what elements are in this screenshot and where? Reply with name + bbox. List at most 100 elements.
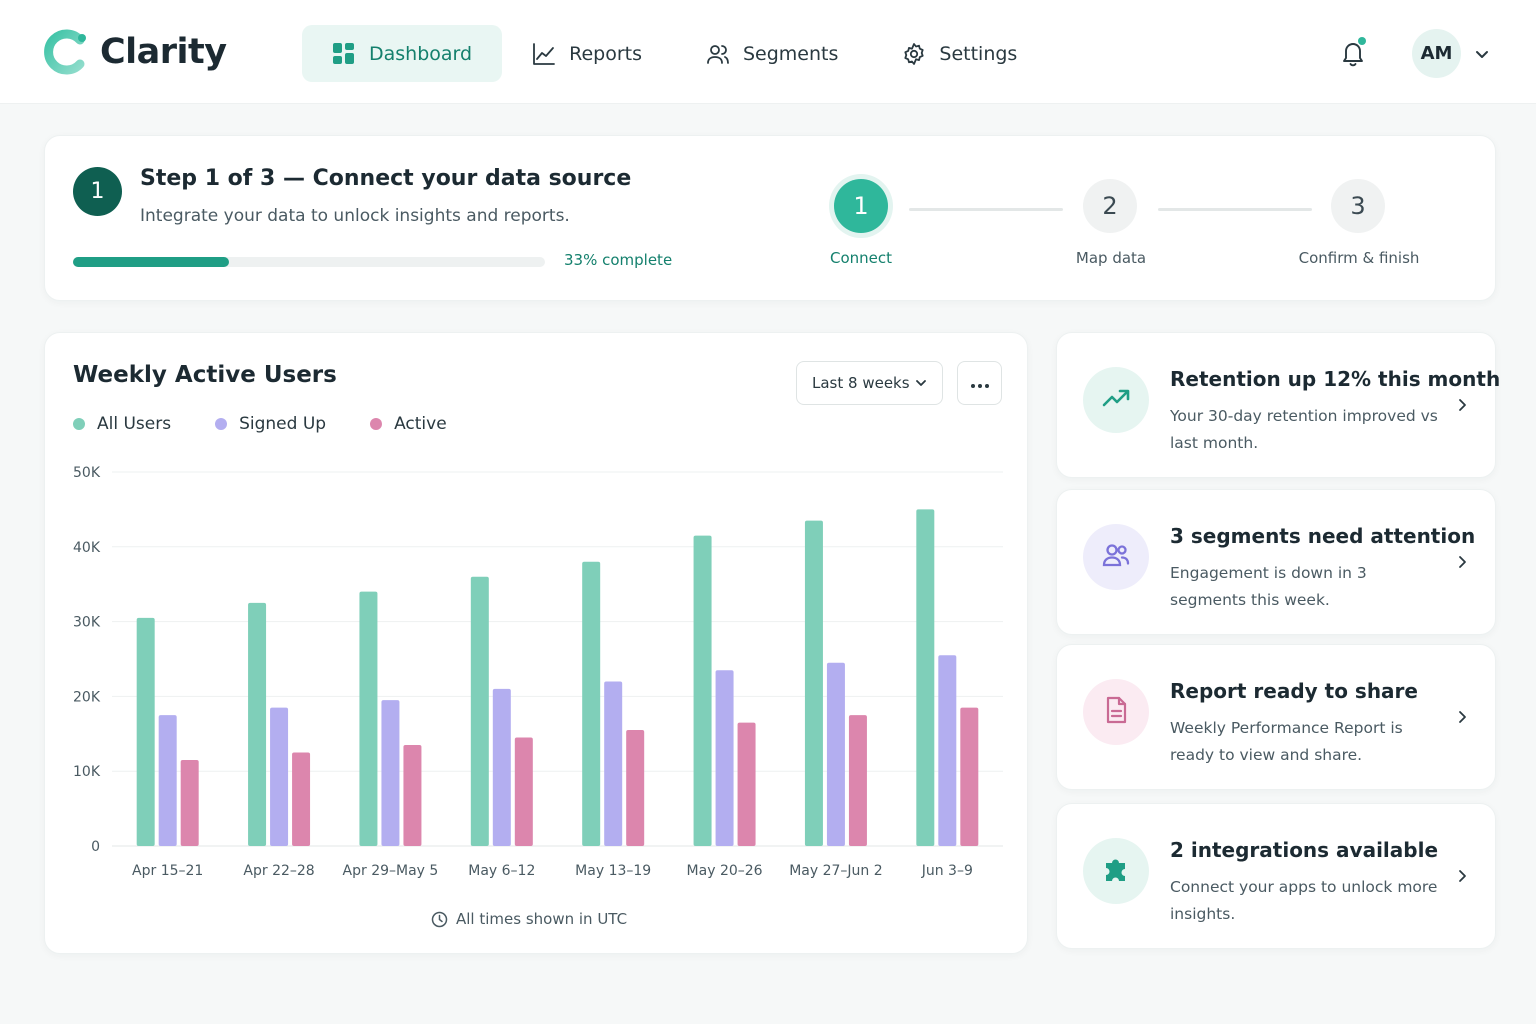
progress-bar: [73, 257, 545, 267]
chevron-right-icon: [1453, 708, 1471, 726]
y-tick-label: 40K: [73, 540, 101, 556]
onboarding-subtitle: Integrate your data to unlock insights a…: [140, 206, 570, 226]
insight-body: Your 30-day retention improved vs last m…: [1170, 407, 1438, 452]
insight-icon-badge: [1083, 367, 1149, 433]
insight-card-report[interactable]: Report ready to share Weekly Performance…: [1056, 644, 1496, 790]
line-chart-icon: [532, 42, 556, 66]
bar-active: [180, 759, 199, 846]
legend-label: All Users: [97, 414, 172, 434]
legend-dot: [215, 418, 228, 430]
y-tick-label: 0: [91, 839, 100, 855]
x-tick-label: May 20–26: [687, 863, 763, 879]
nav-label: Settings: [939, 42, 1018, 65]
step-number-badge: 1: [73, 167, 122, 216]
insight-icon-badge: [1083, 524, 1149, 590]
stepper-step-confirm[interactable]: 3: [1331, 179, 1385, 233]
chevron-right-icon: [1453, 867, 1471, 885]
notifications-button[interactable]: [1338, 37, 1368, 68]
insight-title: Retention up 12% this month: [1170, 367, 1501, 391]
legend-item-signed-up[interactable]: Signed Up: [215, 414, 326, 434]
bar-active: [737, 722, 756, 846]
legend-dot: [370, 418, 383, 430]
chevron-down-icon[interactable]: [1472, 44, 1492, 64]
legend-dot: [73, 418, 85, 430]
x-tick-label: Apr 22–28: [243, 863, 314, 879]
x-tick-label: May 27–Jun 2: [789, 863, 882, 879]
chevron-down-icon: [913, 375, 929, 391]
timezone-note: All times shown in UTC: [456, 910, 628, 928]
stepper-connector: [909, 208, 1063, 211]
x-tick-label: Apr 15–21: [132, 863, 203, 879]
stepper-label: Connect: [829, 249, 893, 267]
top-navigation-bar: Clarity Dashboard Reports Segments Setti…: [0, 0, 1536, 104]
bar-all-users: [248, 602, 267, 846]
date-range-value: Last 8 weeks: [812, 374, 910, 392]
bar-all-users: [693, 535, 712, 846]
chart-title: Weekly Active Users: [73, 362, 337, 388]
clock-icon: [431, 911, 448, 928]
insight-icon-badge: [1083, 679, 1149, 745]
bell-icon: [1338, 43, 1368, 72]
onboarding-title: Step 1 of 3 — Connect your data source: [140, 166, 632, 191]
nav-item-settings[interactable]: Settings: [872, 25, 1047, 82]
chart-footer: All times shown in UTC: [431, 910, 627, 928]
insight-body: Connect your apps to unlock more insight…: [1170, 878, 1438, 923]
x-tick-label: Jun 3–9: [921, 863, 973, 879]
bar-active: [514, 737, 533, 846]
chevron-right-icon: [1453, 553, 1471, 571]
progress-bar-fill: [73, 257, 229, 267]
nav-item-reports[interactable]: Reports: [506, 25, 672, 82]
gear-icon: [902, 42, 926, 66]
more-options-button[interactable]: [957, 361, 1002, 405]
bar-chart: 0 10K 20K 30K 40K 50K Apr 15–21 Apr 22–28 Apr 29…: [73, 465, 1003, 879]
insight-body: Engagement is down in 3 segments this we…: [1170, 564, 1367, 609]
bar-signed-up: [381, 700, 400, 846]
insight-title: Report ready to share: [1170, 679, 1418, 703]
x-tick-label: May 13–19: [575, 863, 651, 879]
main-nav: Dashboard Reports Segments Settings: [302, 25, 1051, 82]
bar-all-users: [582, 561, 601, 846]
date-range-select[interactable]: Last 8 weeks: [796, 361, 943, 405]
insight-card-segments[interactable]: 3 segments need attention Engagement is …: [1056, 489, 1496, 635]
bar-all-users: [916, 509, 935, 846]
stepper-connector: [1158, 208, 1312, 211]
puzzle-icon: [1100, 853, 1132, 889]
bar-all-users: [804, 520, 823, 846]
insight-card-integrations[interactable]: 2 integrations available Connect your ap…: [1056, 803, 1496, 949]
insight-icon-badge: [1083, 838, 1149, 904]
stepper-step-map-data[interactable]: 2: [1083, 179, 1137, 233]
y-tick-label: 30K: [73, 615, 101, 631]
stepper-step-connect[interactable]: 1: [834, 179, 888, 233]
nav-label: Dashboard: [369, 42, 473, 65]
insight-title: 3 segments need attention: [1170, 524, 1476, 548]
nav-item-segments[interactable]: Segments: [676, 25, 868, 82]
nav-item-dashboard[interactable]: Dashboard: [302, 25, 503, 82]
legend-label: Signed Up: [239, 414, 327, 434]
clarity-logo-icon: [42, 28, 90, 76]
bar-active: [292, 752, 311, 846]
app-logo[interactable]: Clarity: [42, 28, 227, 76]
insight-body: Weekly Performance Report is ready to vi…: [1170, 719, 1403, 764]
document-icon: [1100, 694, 1132, 730]
notification-dot: [1358, 37, 1366, 45]
chart-legend: All Users Signed Up Active: [73, 414, 491, 434]
legend-item-all-users[interactable]: All Users: [73, 414, 171, 434]
onboarding-card: 1 Step 1 of 3 — Connect your data source…: [44, 135, 1496, 301]
bar-active: [960, 707, 979, 846]
stepper-label: Confirm & finish: [1298, 249, 1420, 267]
insight-title: 2 integrations available: [1170, 838, 1439, 862]
x-tick-label: Apr 29–May 5: [343, 863, 439, 879]
dashboard-grid-icon: [332, 42, 356, 66]
nav-label: Reports: [569, 42, 642, 65]
y-tick-label: 50K: [73, 465, 101, 481]
more-horizontal-icon: [970, 374, 990, 393]
weekly-active-users-card: 0 10K 20K 30K 40K 50K Apr 15–21 Apr 22–28 Apr 29…: [44, 332, 1028, 954]
user-avatar[interactable]: AM: [1412, 29, 1461, 78]
nav-label: Segments: [742, 42, 839, 65]
insight-card-retention[interactable]: Retention up 12% this month Your 30-day …: [1056, 332, 1500, 478]
users-icon: [706, 42, 730, 66]
progress-text: 33% complete: [564, 251, 673, 269]
app-name: Clarity: [100, 32, 227, 72]
legend-item-active[interactable]: Active: [370, 414, 447, 434]
bar-signed-up: [270, 707, 289, 846]
